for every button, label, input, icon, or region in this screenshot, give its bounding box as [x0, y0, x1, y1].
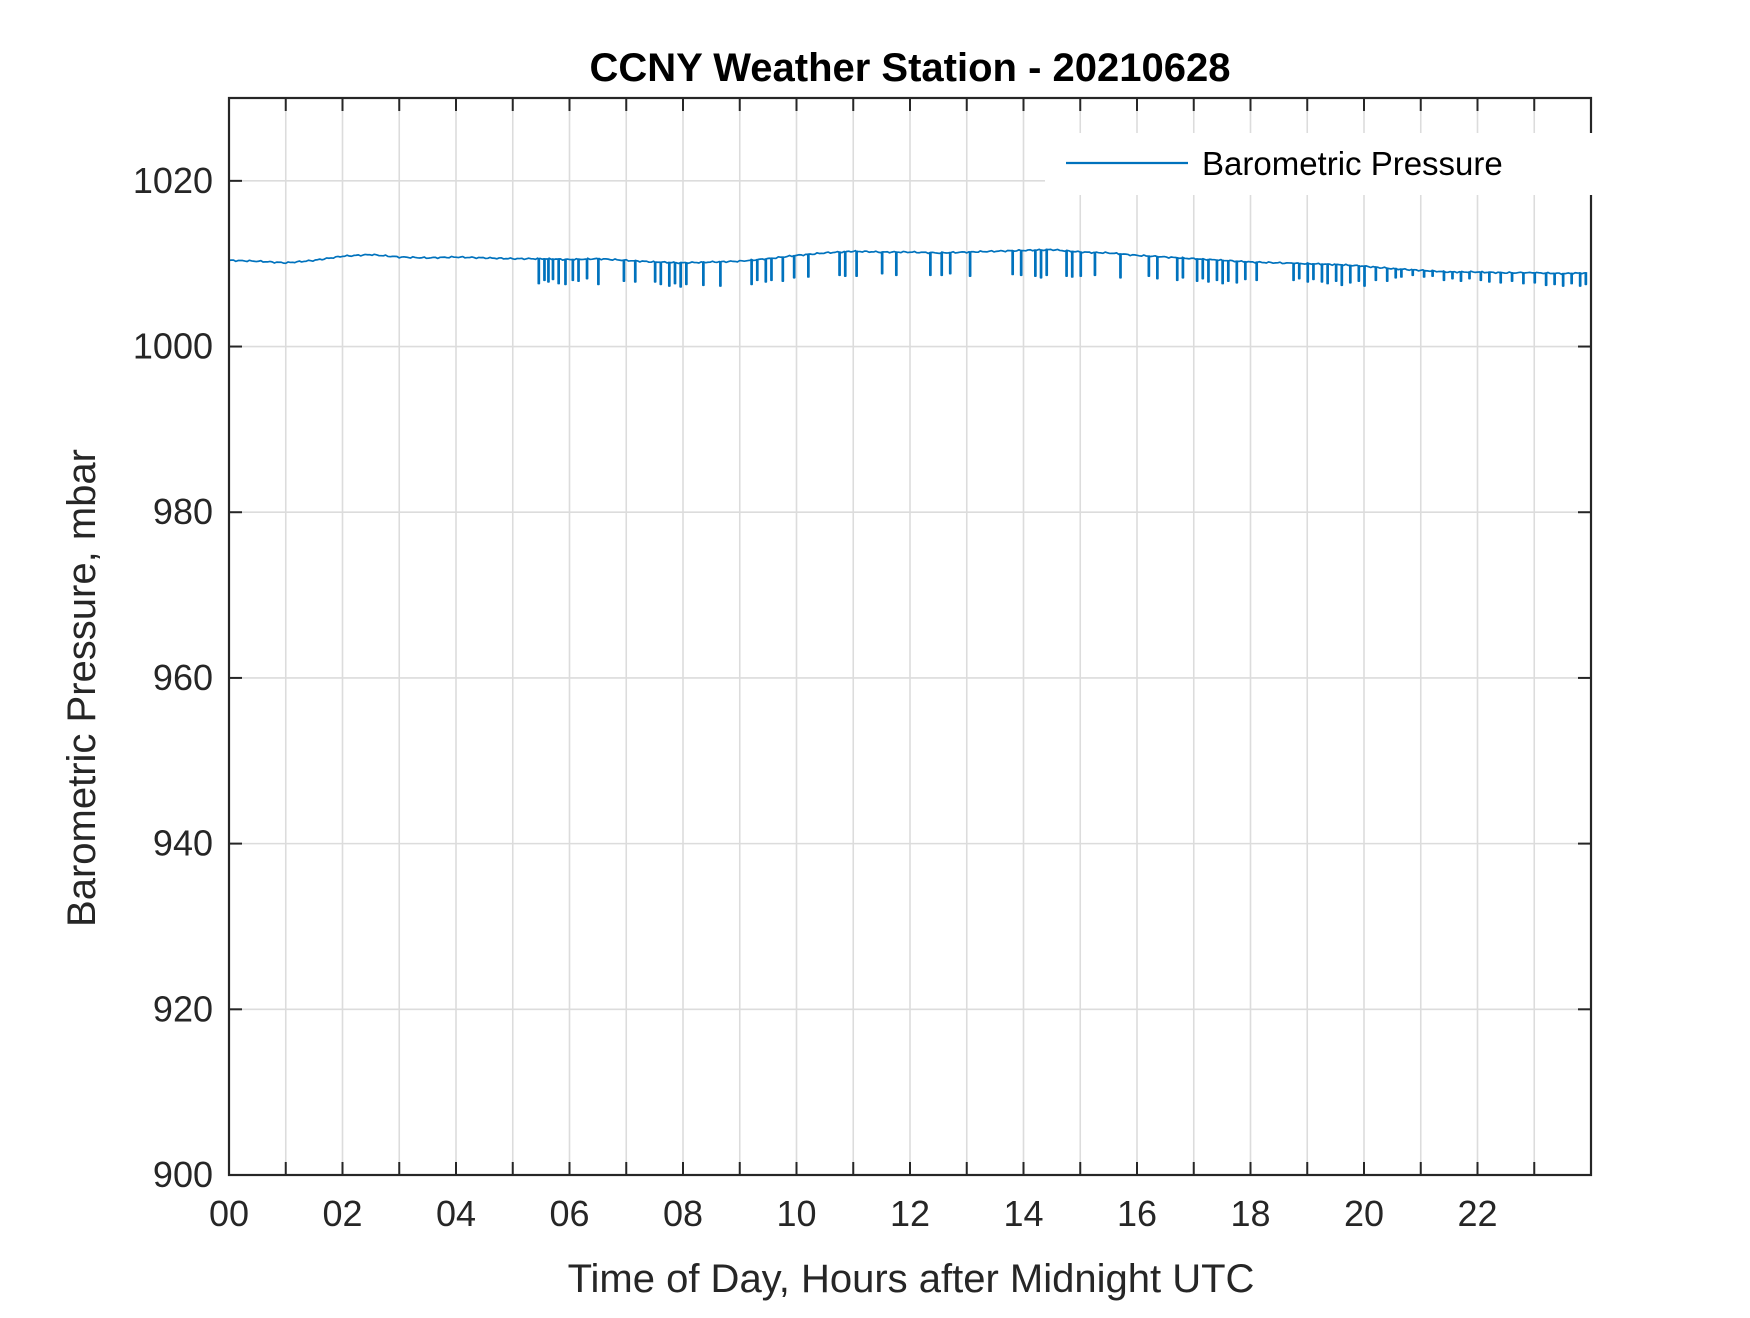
- y-tick-label: 900: [153, 1154, 213, 1195]
- x-tick-label: 06: [549, 1193, 589, 1234]
- x-tick-label: 16: [1117, 1193, 1157, 1234]
- grid-lines: [229, 98, 1591, 1175]
- y-tick-label: 980: [153, 491, 213, 532]
- y-tick-label: 920: [153, 988, 213, 1029]
- x-tick-label: 00: [209, 1193, 249, 1234]
- x-tick-label: 18: [1230, 1193, 1270, 1234]
- x-tick-label: 12: [890, 1193, 930, 1234]
- y-tick-label: 960: [153, 657, 213, 698]
- x-tick-labels: 00 02 04 06 08 10 12 14 16 18 20 22: [209, 1193, 1498, 1234]
- data-series: [228, 248, 1588, 288]
- y-tick-labels: 900 920 940 960 980 1000 1020: [133, 160, 213, 1195]
- chart-title: CCNY Weather Station - 20210628: [590, 46, 1231, 90]
- x-tick-label: 14: [1003, 1193, 1043, 1234]
- x-tick-label: 02: [322, 1193, 362, 1234]
- legend: Barometric Pressure: [1045, 133, 1603, 195]
- x-tick-label: 10: [776, 1193, 816, 1234]
- y-axis-label: Barometric Pressure, mbar: [60, 449, 104, 927]
- axes-box: [227, 96, 1593, 1177]
- y-tick-label: 1020: [133, 160, 213, 201]
- x-tick-label: 08: [663, 1193, 703, 1234]
- x-axis-label: Time of Day, Hours after Midnight UTC: [568, 1257, 1255, 1301]
- x-tick-label: 04: [436, 1193, 476, 1234]
- x-tick-label: 20: [1344, 1193, 1384, 1234]
- y-tick-label: 1000: [133, 326, 213, 367]
- series-line-barometric-pressure: [228, 248, 1588, 288]
- x-tick-label: 22: [1457, 1193, 1497, 1234]
- y-tick-label: 940: [153, 823, 213, 864]
- legend-label-barometric-pressure: Barometric Pressure: [1202, 145, 1503, 182]
